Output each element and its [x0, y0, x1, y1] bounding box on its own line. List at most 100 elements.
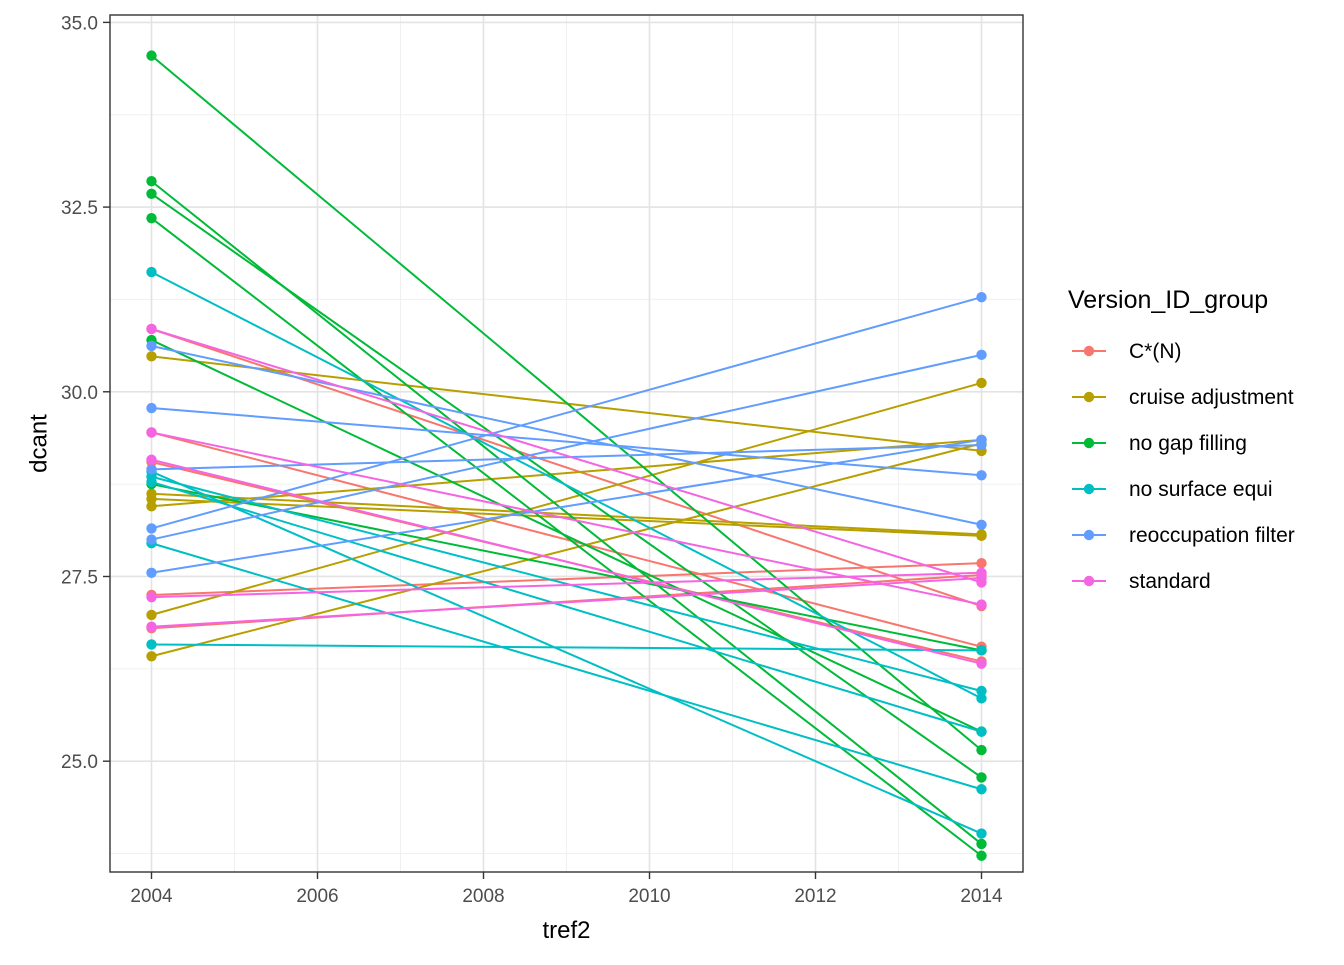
- data-point: [146, 567, 157, 578]
- data-point: [146, 340, 157, 352]
- series-line: [151, 571, 982, 599]
- series-line: [151, 353, 982, 541]
- data-point: [146, 427, 157, 438]
- legend-item-no-surface-equi: no surface equi: [1072, 478, 1273, 501]
- data-point: [146, 454, 157, 465]
- series-line: [151, 643, 982, 652]
- series-line: [151, 576, 982, 628]
- grid-layer: [110, 15, 1023, 872]
- data-point: [146, 609, 157, 621]
- data-point: [146, 493, 157, 505]
- data-point: [976, 828, 987, 839]
- data-point: [976, 470, 987, 481]
- data-point: [976, 349, 987, 361]
- data-point: [146, 188, 157, 199]
- series-line: [151, 431, 982, 648]
- data-point: [146, 50, 157, 61]
- y-tick-label: 32.5: [61, 198, 98, 219]
- data-layer: [146, 50, 987, 861]
- data-point: [146, 621, 157, 632]
- data-point: [146, 476, 157, 488]
- legend-label: standard: [1129, 570, 1211, 593]
- y-tick-label: 27.5: [61, 567, 98, 588]
- series-line: [151, 438, 982, 508]
- series-line: [151, 328, 982, 584]
- data-point: [976, 685, 987, 697]
- legend-item-standard: standard: [1072, 570, 1211, 593]
- series-line: [151, 492, 982, 536]
- data-point: [146, 464, 157, 475]
- data-point: [976, 693, 987, 704]
- legend-item-no-gap-filling: no gap filling: [1072, 432, 1247, 455]
- data-point: [146, 523, 157, 534]
- series-line: [150, 217, 983, 857]
- data-point: [976, 434, 987, 446]
- data-point: [976, 645, 987, 656]
- legend-label: reoccupation filter: [1129, 524, 1295, 547]
- series-line: [151, 542, 982, 791]
- series-line: [151, 407, 982, 477]
- data-point: [976, 292, 987, 303]
- series-line: [151, 497, 982, 537]
- data-point: [976, 530, 987, 542]
- series-no-surface-equi: [151, 271, 982, 835]
- y-tick-label: 30.0: [61, 383, 98, 404]
- legend-item-c-n: C*(N): [1072, 340, 1182, 363]
- data-point: [976, 572, 987, 584]
- series-standard: [151, 328, 982, 665]
- data-point: [146, 639, 157, 650]
- series-line: [151, 458, 982, 665]
- series-line: [151, 480, 982, 733]
- data-point: [976, 744, 987, 756]
- series-line: [151, 470, 982, 835]
- legend-key-point: [1083, 575, 1095, 587]
- series-line: [151, 475, 982, 692]
- x-tick-label: 2010: [628, 886, 670, 907]
- legend: Version_ID_group C*(N) cruise adjustment n…: [1068, 286, 1295, 593]
- data-point: [146, 591, 157, 603]
- series-reoccupation-filter: [151, 296, 982, 574]
- data-point: [976, 850, 987, 861]
- x-tick-label: 2014: [960, 886, 1003, 907]
- data-point: [976, 519, 987, 530]
- data-point: [146, 351, 157, 362]
- series-line: [151, 438, 982, 574]
- series-line: [151, 339, 982, 733]
- data-point: [976, 599, 987, 610]
- y-tick-label: 25.0: [61, 752, 98, 773]
- data-point: [976, 772, 987, 783]
- legend-label: C*(N): [1129, 340, 1182, 363]
- legend-label: no gap filling: [1129, 432, 1247, 455]
- data-point: [146, 402, 157, 414]
- data-point: [146, 266, 157, 278]
- data-point: [976, 784, 987, 795]
- axis-layer: 2004 2006 2008 2010 2012 2014 25.0 27.5 30.0 32.5…: [61, 13, 1003, 907]
- data-point: [976, 838, 987, 850]
- data-point: [976, 658, 987, 669]
- legend-key-point: [1083, 391, 1095, 403]
- legend-key-point: [1083, 483, 1095, 495]
- data-point: [146, 501, 157, 512]
- x-tick-label: 2008: [462, 886, 504, 907]
- series-line: [151, 271, 982, 700]
- y-tick-label: 35.0: [61, 13, 98, 34]
- data-point: [976, 557, 987, 569]
- data-point: [146, 323, 157, 335]
- data-point: [976, 377, 987, 389]
- series-line: [151, 443, 982, 471]
- x-tick-label: 2004: [130, 886, 173, 907]
- y-axis-title: dcant: [25, 414, 52, 473]
- series-line: [151, 381, 982, 616]
- data-point: [146, 212, 157, 224]
- data-point: [146, 534, 157, 545]
- series-line: [151, 296, 982, 530]
- legend-item-cruise-adjustment: cruise adjustment: [1072, 386, 1294, 409]
- series-line: [151, 345, 982, 526]
- data-point: [146, 176, 157, 187]
- legend-key-point: [1083, 437, 1095, 449]
- x-tick-label: 2012: [794, 886, 836, 907]
- panel-border: [109, 14, 1024, 873]
- legend-item-reoccupation-filter: reoccupation filter: [1072, 524, 1295, 547]
